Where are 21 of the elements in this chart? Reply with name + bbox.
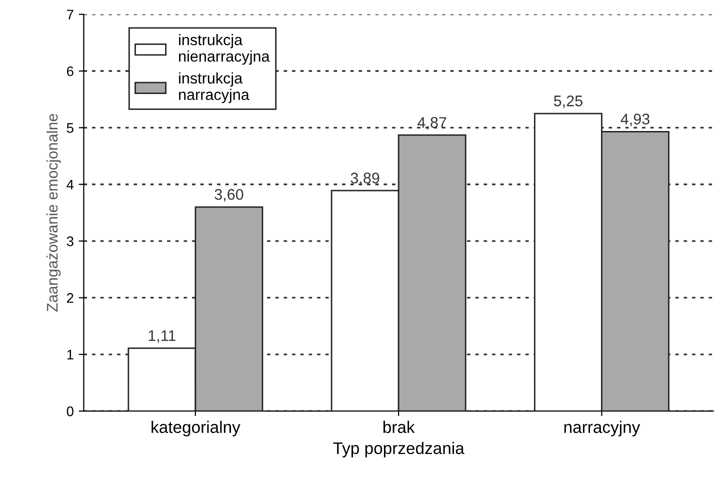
- x-axis-title: Typ poprzedzania: [333, 442, 464, 458]
- x-tick-label: kategorialny: [152, 420, 240, 436]
- y-tick-label: 5: [66, 123, 74, 133]
- legend-label: instrukcja nienarracyjna: [179, 34, 270, 65]
- legend-label: instrukcja narracyjna: [179, 72, 250, 104]
- data-label: 4,93: [620, 114, 650, 126]
- y-tick-label: 7: [66, 10, 74, 20]
- data-label: 3,60: [214, 189, 244, 202]
- y-tick-label: 1: [67, 350, 74, 360]
- y-axis-title: Zaangażowanie emocjonalne: [46, 114, 61, 312]
- data-label: 4,87: [418, 117, 446, 130]
- y-tick-label: 0: [66, 406, 74, 416]
- y-tick-label: 3: [66, 236, 74, 246]
- y-tick-label: 6: [66, 66, 74, 76]
- x-tick-label: narracyjny: [564, 420, 640, 436]
- data-label: 3,89: [350, 172, 380, 186]
- y-tick-label: 4: [66, 180, 74, 190]
- y-tick-label: 2: [66, 293, 74, 303]
- data-label: 5,25: [554, 96, 582, 108]
- data-label: 1,11: [148, 330, 176, 343]
- x-tick-label: brak: [383, 420, 415, 434]
